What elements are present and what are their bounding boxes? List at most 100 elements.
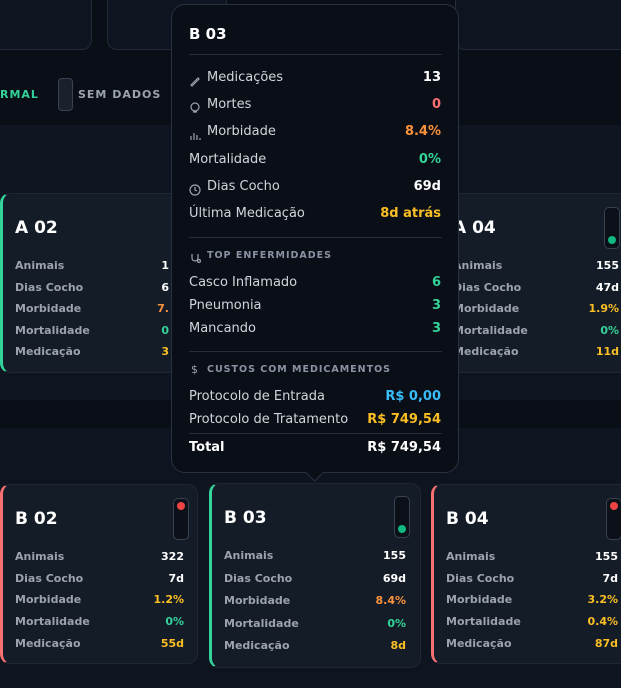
card-value: 55d [160, 636, 184, 650]
cost-label: Protocolo de Tratamento [189, 412, 349, 427]
card-label: Animais [15, 550, 65, 563]
card-value: 7d [602, 571, 618, 585]
tooltip-title: B 03 [189, 25, 227, 43]
card-label: Morbidade [224, 594, 291, 607]
divider [189, 54, 442, 55]
card-value: 7. [157, 302, 169, 315]
light-dot [398, 525, 406, 533]
divider [189, 351, 442, 352]
total-label: Total [189, 440, 225, 455]
card-value: 1.2% [153, 593, 184, 607]
card-value: 0.4% [587, 615, 618, 629]
card: A 02 Animais 1 Dias Cocho 6 Morbidade 7. Mortal… [0, 193, 190, 373]
cost-label: Protocolo de Entrada [189, 389, 325, 404]
card-title: A 04 [453, 218, 496, 238]
disease-value: 3 [431, 321, 441, 336]
disease-label: Casco Inflamado [189, 275, 298, 290]
card-label: Dias Cocho [15, 571, 84, 585]
disease-value: 6 [431, 275, 441, 290]
card-label: Morbidade [446, 593, 513, 607]
stat-value: 0% [418, 151, 441, 167]
card-value: 6 [161, 280, 169, 294]
top-card [0, 0, 92, 50]
stat-label: Dias Cocho [207, 178, 280, 194]
card-label: Dias Cocho [15, 280, 84, 294]
icon [189, 99, 201, 113]
cost-value: R$ 0,00 [385, 389, 441, 404]
card-label: Mortalidade [224, 616, 299, 630]
card-value: 87d [594, 636, 618, 650]
card-value: 11d [595, 345, 619, 358]
card-value: 7d [168, 571, 184, 585]
traffic-light [606, 498, 621, 540]
light-dot [608, 236, 616, 244]
stat-value: 13 [422, 70, 441, 85]
card-value: 0% [387, 616, 406, 630]
card-value: 69d [382, 571, 406, 585]
cost-value: R$ 749,54 [367, 412, 441, 427]
legend-icon [58, 78, 73, 111]
icon [189, 181, 201, 196]
card: B 04 Animais 155 Dias Cocho 7d Morbidade 3.2% M… [431, 484, 621, 664]
icon: $ [191, 363, 198, 376]
card-label: Animais [224, 549, 274, 562]
stat-value: 8.4% [404, 124, 441, 140]
card-label: Medicação [15, 636, 81, 650]
tooltip: B 03 Medicações 13 Mortes 0 Morbidade 8.4% Mort… [171, 4, 459, 473]
stat-value: 0 [431, 97, 441, 113]
card-title: B 04 [446, 509, 489, 529]
disease-label: Pneumonia [189, 298, 262, 313]
traffic-light [394, 496, 410, 538]
legend-label: RMAL [0, 88, 39, 101]
total-value: R$ 749,54 [367, 440, 441, 455]
card-label: Animais [453, 259, 503, 272]
card-label: Dias Cocho [446, 571, 515, 585]
card-label: Mortalidade [453, 323, 528, 337]
icon [189, 72, 201, 87]
light-dot [177, 502, 185, 510]
card-value: 155 [595, 550, 618, 563]
card-value: 3.2% [587, 593, 618, 607]
card-value: 155 [596, 259, 619, 272]
card-title: B 03 [224, 508, 267, 528]
card-value: 8.4% [375, 594, 406, 607]
card-value: 1.9% [588, 302, 619, 315]
stat-label: Mortalidade [189, 151, 267, 167]
card-value: 155 [383, 549, 406, 562]
card-label: Dias Cocho [453, 280, 522, 294]
card-value: 322 [161, 550, 184, 563]
stat-value: 69d [413, 178, 441, 194]
card-label: Medicação [446, 636, 512, 650]
card: A 04 Animais 155 Dias Cocho 47d Morbidade 1.9%… [440, 193, 621, 373]
top-card [455, 0, 621, 50]
card-value: 0 [161, 323, 169, 337]
card-label: Medicação [453, 345, 519, 358]
stat-value: 8d atrás [380, 206, 441, 221]
disease-label: Mancando [189, 321, 256, 336]
card-label: Mortalidade [446, 615, 521, 629]
card-value: 47d [595, 280, 619, 294]
traffic-light [604, 207, 620, 249]
card-label: Medicação [15, 345, 81, 358]
card-label: Morbidade [15, 593, 82, 607]
traffic-light [173, 498, 189, 540]
disease-value: 3 [431, 298, 441, 313]
stat-label: Última Medicação [189, 206, 305, 221]
divider [189, 433, 442, 434]
section-title: CUSTOS COM MEDICAMENTOS [207, 364, 392, 375]
card-label: Dias Cocho [224, 571, 293, 585]
card-label: Mortalidade [15, 323, 90, 337]
card-title: A 02 [15, 218, 58, 238]
divider [189, 237, 442, 238]
stat-label: Morbidade [207, 124, 276, 140]
card-label: Animais [446, 550, 496, 563]
card-label: Morbidade [453, 302, 520, 315]
section-title: TOP ENFERMIDADES [207, 250, 333, 261]
card-value: 0% [165, 615, 184, 629]
stat-label: Medicações [207, 70, 284, 85]
card-label: Mortalidade [15, 615, 90, 629]
card-value: 1 [161, 259, 169, 272]
card-title: B 02 [15, 509, 58, 529]
card-value: 3 [161, 345, 169, 358]
